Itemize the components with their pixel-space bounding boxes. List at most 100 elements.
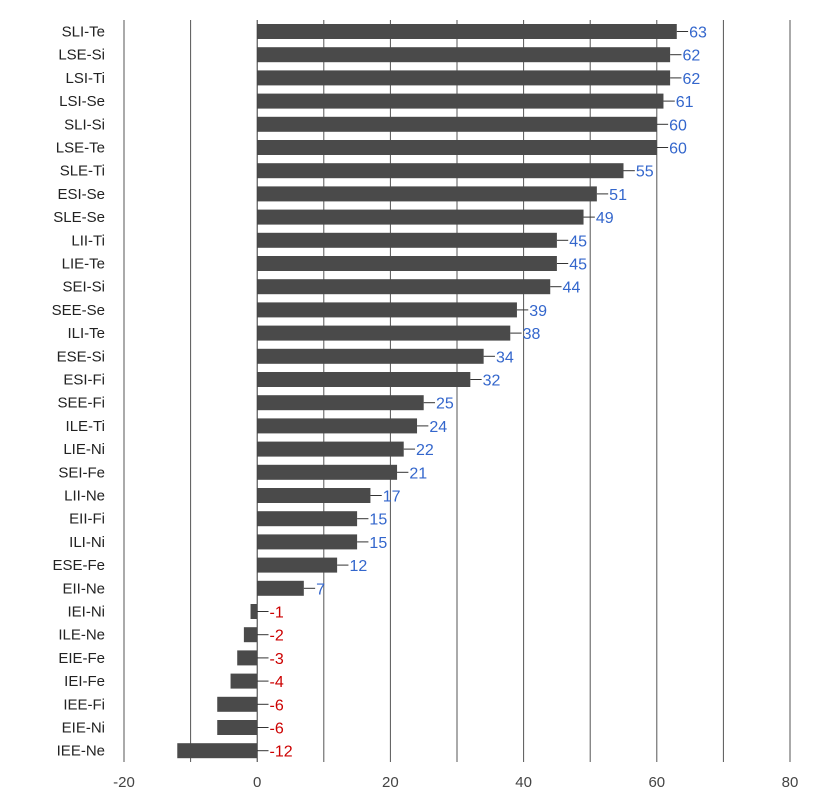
- data-label: 55: [636, 164, 654, 181]
- bar: [257, 557, 338, 573]
- category-label: LSE-Si: [58, 47, 105, 64]
- category-label: SEI-Fe: [58, 464, 105, 481]
- bar: [257, 348, 484, 364]
- category-label: ILI-Te: [67, 325, 105, 342]
- data-label: 15: [369, 535, 387, 552]
- x-tick-label: 80: [782, 774, 799, 791]
- data-label: 32: [483, 373, 501, 390]
- data-label: 63: [689, 25, 707, 42]
- data-label: 7: [316, 581, 325, 598]
- label-connectors: [257, 31, 689, 752]
- data-label: 60: [669, 141, 687, 158]
- bars: [177, 24, 677, 759]
- bar: [257, 372, 471, 387]
- bar: [257, 441, 404, 457]
- bar: [257, 163, 624, 179]
- data-label: 21: [409, 465, 427, 482]
- data-label: -3: [270, 651, 284, 668]
- bar: [257, 580, 304, 596]
- bar: [257, 325, 511, 341]
- category-label: IEE-Fi: [63, 696, 105, 713]
- category-label: SEE-Se: [52, 302, 105, 319]
- data-label: 62: [682, 71, 700, 88]
- bar: [250, 604, 258, 619]
- bar: [257, 93, 664, 109]
- data-label: -6: [270, 721, 284, 738]
- category-label: SEE-Fi: [57, 395, 105, 412]
- category-label: LII-Ne: [64, 488, 105, 505]
- category-label: ESI-Se: [57, 186, 105, 203]
- data-label: 44: [563, 280, 581, 297]
- data-label: 38: [523, 326, 541, 343]
- data-label: 15: [369, 512, 387, 529]
- category-label: SEI-Si: [62, 279, 105, 296]
- data-label: -4: [270, 674, 284, 691]
- bar: [257, 418, 418, 434]
- data-label: 17: [383, 489, 401, 506]
- category-label: IEI-Fe: [64, 673, 105, 690]
- data-label: -2: [270, 628, 284, 645]
- data-label: 45: [569, 233, 587, 250]
- data-label: 61: [676, 94, 694, 111]
- data-label: 24: [429, 419, 447, 436]
- bar: [257, 70, 671, 86]
- bar: [257, 511, 358, 527]
- bar: [257, 256, 557, 271]
- category-label: LIE-Ni: [63, 441, 105, 458]
- category-labels: SLI-Te LSE-Si LSI-Ti LSI-Se SLI-Si LSE-Te SLE-…: [52, 24, 105, 760]
- bar: [237, 650, 258, 666]
- data-label: 22: [416, 442, 434, 459]
- bar: [243, 627, 258, 643]
- category-label: EII-Fi: [69, 511, 105, 528]
- x-axis-ticks: -20 0 20 40 60 80: [113, 774, 798, 791]
- data-label: -12: [270, 744, 293, 761]
- category-label: IEI-Ni: [68, 604, 106, 621]
- category-label: LSE-Te: [56, 140, 105, 157]
- x-tick-label: 20: [382, 774, 399, 791]
- data-label: 12: [349, 558, 367, 575]
- category-label: ESE-Si: [57, 348, 105, 365]
- bar: [257, 209, 584, 225]
- data-label: -6: [270, 697, 284, 714]
- bar: [217, 720, 258, 735]
- category-label: SLE-Se: [53, 209, 105, 226]
- bar: [257, 47, 671, 63]
- bar: [257, 116, 657, 132]
- category-label: LII-Ti: [71, 232, 105, 249]
- data-label: 62: [682, 48, 700, 65]
- category-label: ILE-Ne: [58, 627, 105, 644]
- category-label: LSI-Se: [59, 93, 105, 110]
- bar: [177, 743, 258, 759]
- data-label: 49: [596, 210, 614, 227]
- data-labels: 63 62 62 61 60 60 55 51 49 45 45 44 39 38 34 32 25 24 22 21…: [270, 25, 707, 761]
- category-label: LIE-Te: [62, 256, 105, 273]
- category-label: ILE-Ti: [66, 418, 105, 435]
- bar: [257, 488, 371, 503]
- bar: [257, 232, 557, 248]
- x-tick-label: 0: [253, 774, 261, 791]
- x-tick-label: 40: [515, 774, 532, 791]
- category-label: IEE-Ne: [57, 743, 105, 760]
- data-label: 25: [436, 396, 454, 413]
- category-label: EIE-Ni: [62, 720, 105, 737]
- category-label: ILI-Ni: [69, 534, 105, 551]
- category-label: ESI-Fi: [63, 372, 105, 389]
- bar: [257, 279, 551, 295]
- category-label: SLI-Si: [64, 116, 105, 133]
- bar: [257, 186, 597, 202]
- x-tick-label: 60: [648, 774, 665, 791]
- data-label: 39: [529, 303, 547, 320]
- category-label: EII-Ne: [62, 580, 105, 597]
- bar: [230, 673, 258, 689]
- data-label: 60: [669, 117, 687, 134]
- data-label: -1: [270, 605, 284, 622]
- data-label: 45: [569, 257, 587, 274]
- bar: [257, 464, 398, 480]
- bar: [257, 534, 358, 550]
- data-label: 51: [609, 187, 627, 204]
- bar: [217, 696, 258, 712]
- bar: [257, 140, 657, 155]
- category-label: EIE-Fe: [58, 650, 105, 667]
- category-label: LSI-Ti: [66, 70, 105, 87]
